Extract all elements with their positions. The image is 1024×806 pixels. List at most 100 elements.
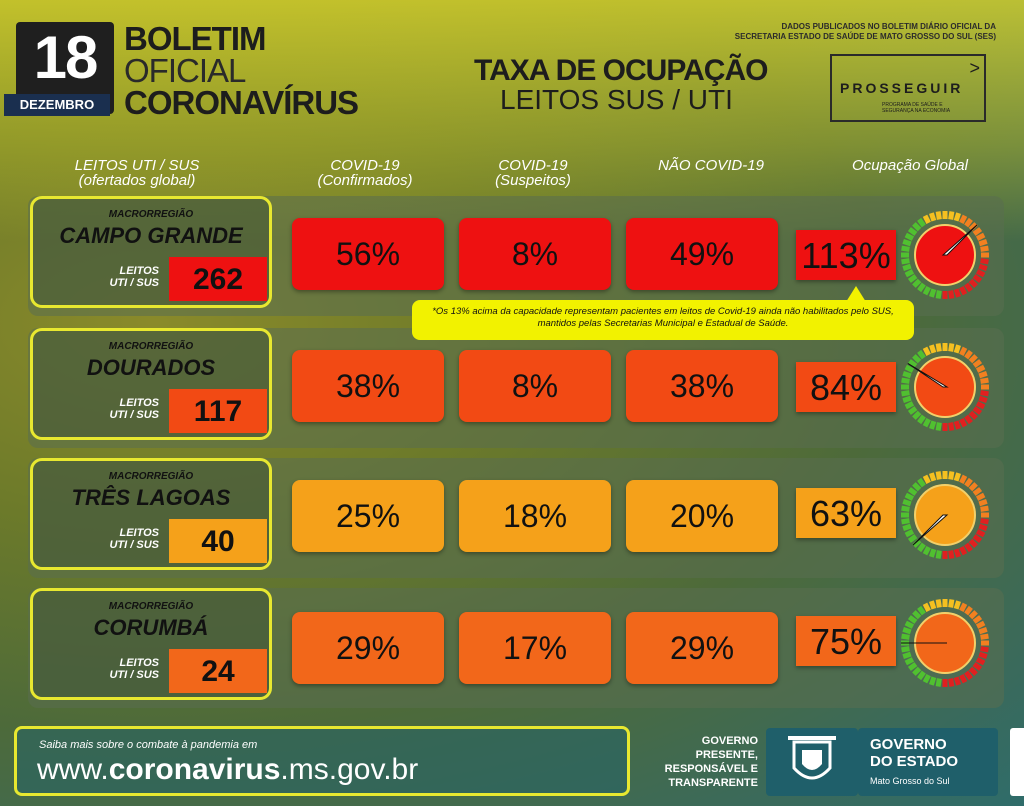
subject-title: TAXA DE OCUPAÇÃO	[474, 54, 768, 87]
covid-confirmed-cell: 25%	[292, 480, 444, 552]
gauge-needle	[912, 514, 949, 546]
region-card: MACRORREGIÃO TRÊS LAGOAS LEITOS UTI / SUS…	[30, 458, 272, 570]
leitos-label-line-1: LEITOS	[119, 265, 159, 277]
gauge-segment	[929, 288, 937, 298]
gauge-segment	[975, 529, 986, 538]
gauge-segment	[929, 212, 937, 222]
gauge-segment	[935, 550, 942, 559]
gauge-segment	[902, 239, 912, 247]
gauge-segment	[907, 227, 918, 236]
title-line-1: BOLETIM	[124, 20, 266, 57]
gauge-segment	[907, 615, 918, 624]
gauge-segment	[922, 417, 931, 428]
region-macro-label: MACRORREGIÃO	[108, 471, 194, 482]
gauge-segment	[917, 349, 926, 360]
occupancy-gauge-icon	[901, 471, 989, 559]
gauge-segment	[929, 472, 937, 482]
gauge-segment	[902, 499, 912, 507]
gauge-segment	[959, 346, 968, 357]
occupancy-gauge-icon	[901, 211, 989, 299]
region-name: CAMPO GRANDE	[59, 223, 243, 248]
capacity-note: *Os 13% acima da capacidade representam …	[412, 300, 914, 340]
gauge-segment	[953, 288, 961, 298]
gauge-segment	[907, 359, 918, 368]
gov-slogan-line-3: RESPONSÁVEL E	[664, 763, 758, 775]
covid-suspected-cell: 17%	[459, 612, 611, 684]
global-occupancy-value: 84%	[796, 362, 896, 412]
region-name: TRÊS LAGOAS	[71, 485, 231, 510]
gauge-segment	[980, 505, 989, 512]
gauge-segment	[978, 263, 988, 271]
gauge-needle	[907, 362, 949, 388]
gauge-segment	[904, 401, 915, 410]
gauge-segment	[912, 222, 922, 232]
gov-slogan: GOVERNO PRESENTE, RESPONSÁVEL E TRANSPAR…	[640, 734, 758, 790]
region-macro-label: MACRORREGIÃO	[108, 209, 194, 220]
gauge-segment	[975, 232, 986, 241]
gauge-segment	[953, 600, 961, 610]
gauge-segment	[922, 474, 931, 485]
non-covid-cell: 49%	[626, 218, 778, 290]
covid-confirmed-cell: 56%	[292, 218, 444, 290]
gauge-segment	[912, 538, 922, 548]
col-header-covid-conf-title: COVID-19	[330, 157, 400, 174]
gov-name-line-2: DO ESTADO	[870, 753, 959, 770]
gauge-segment	[907, 487, 918, 496]
gauge-segment	[902, 627, 912, 635]
gauge-segment	[980, 646, 989, 653]
gauge-segment	[948, 550, 955, 559]
non-covid-cell: 20%	[626, 480, 778, 552]
source-line-2: SECRETARIA ESTADO DE SAÚDE DE MATO GROSS…	[734, 32, 996, 41]
gauge-segment	[912, 482, 922, 492]
region-leitos-label: LEITOS UTI / SUS	[87, 657, 159, 681]
gauge-segment	[907, 274, 918, 283]
region-leitos-label: LEITOS UTI / SUS	[87, 527, 159, 551]
url-domain: coronavirus	[108, 753, 281, 786]
gauge-needle	[941, 224, 978, 256]
gauge-segment	[935, 599, 942, 608]
leitos-label-line-2: UTI / SUS	[109, 669, 159, 681]
covid-suspected-cell: 18%	[459, 480, 611, 552]
gauge-segment	[935, 471, 942, 480]
gauge-segment	[929, 548, 937, 558]
gauge-segment	[972, 227, 983, 236]
gauge-segment	[935, 678, 942, 687]
gauge-segment	[980, 390, 989, 397]
gauge-segment	[948, 599, 955, 608]
gauge-segment	[917, 542, 926, 553]
gauge-segment	[912, 610, 922, 620]
gauge-segment	[980, 518, 989, 525]
gauge-segment	[902, 395, 912, 403]
subject-subtitle: LEITOS SUS / UTI	[500, 84, 733, 115]
gauge-segment	[959, 214, 968, 225]
crest-shape	[788, 736, 836, 780]
gauge-segment	[948, 471, 955, 480]
gauge-segment	[907, 662, 918, 671]
leitos-label-line-2: UTI / SUS	[109, 539, 159, 551]
col-header-covid-conf-sub: (Confirmados)	[317, 172, 413, 189]
col-header-covid-susp: COVID-19 (Suspeitos)	[458, 158, 608, 188]
gov-name: GOVERNO DO ESTADO	[870, 736, 958, 770]
gauge-segment	[948, 343, 955, 352]
gauge-segment	[901, 518, 910, 525]
title-line-2: OFICIAL	[124, 52, 246, 89]
gauge-segment	[953, 344, 961, 354]
date-day: 18	[33, 24, 99, 91]
gauge-segment	[964, 477, 973, 488]
gauge-segment	[978, 239, 988, 247]
footer-url-link[interactable]: www.coronavirus.ms.gov.br	[37, 753, 418, 787]
gauge-segment	[912, 410, 922, 420]
gauge-segment	[917, 414, 926, 425]
gov-name-line-1: GOVERNO	[870, 736, 947, 753]
region-leitos-count: 117	[169, 389, 267, 433]
gauge-segment	[922, 545, 931, 556]
gauge-segment	[980, 633, 989, 640]
gauge-segment	[975, 269, 986, 278]
gauge-segment	[968, 278, 978, 288]
leitos-label-line-1: LEITOS	[119, 527, 159, 539]
col-header-global: Ocupação Global	[852, 157, 968, 174]
region-leitos-count: 24	[169, 649, 267, 693]
gauge-segment	[959, 602, 968, 613]
gauge-segment	[968, 410, 978, 420]
gauge-segment	[904, 620, 915, 629]
